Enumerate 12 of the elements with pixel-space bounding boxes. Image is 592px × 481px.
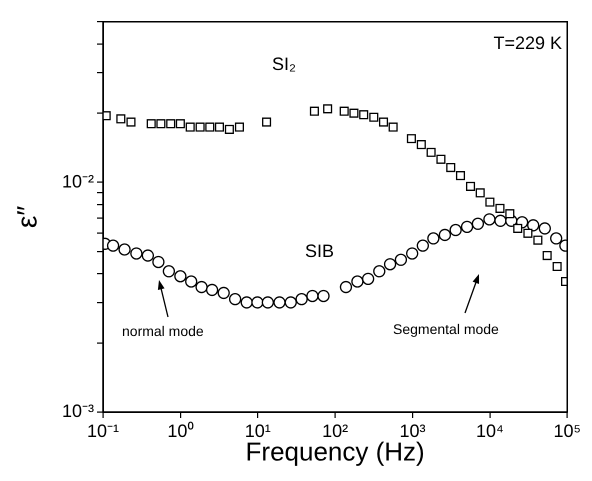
x-tick-label: 10⁴ bbox=[476, 420, 504, 441]
y-tick-label: 10⁻² bbox=[62, 171, 94, 192]
annotation: Segmental mode bbox=[393, 320, 500, 337]
annotation: T=229 K bbox=[493, 32, 562, 53]
y-tick-label: 10⁻³ bbox=[62, 400, 94, 421]
x-tick-label: 10⁻¹ bbox=[86, 420, 120, 441]
x-tick-label: 10⁰ bbox=[167, 420, 194, 441]
text: SI₂ bbox=[272, 54, 296, 74]
annotation: normal mode bbox=[122, 322, 204, 339]
series-label: SIB bbox=[305, 240, 334, 261]
x-tick-label: 10⁵ bbox=[554, 420, 581, 441]
y-axis-title: ε″ bbox=[12, 206, 43, 228]
